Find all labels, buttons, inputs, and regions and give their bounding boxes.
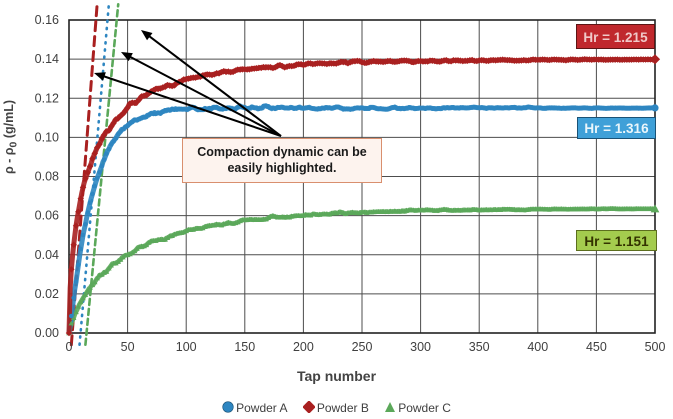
svg-text:100: 100 [176,340,197,354]
svg-text:0.02: 0.02 [35,287,59,301]
svg-text:200: 200 [293,340,314,354]
svg-text:0.10: 0.10 [35,130,59,144]
svg-text:300: 300 [410,340,431,354]
svg-text:0.00: 0.00 [35,326,59,340]
svg-text:0.16: 0.16 [35,13,59,27]
svg-text:500: 500 [645,340,666,354]
svg-text:50: 50 [121,340,135,354]
svg-text:0.12: 0.12 [35,91,59,105]
svg-text:0: 0 [66,340,73,354]
svg-text:400: 400 [527,340,548,354]
svg-text:0.04: 0.04 [35,248,59,262]
svg-text:250: 250 [352,340,373,354]
svg-text:450: 450 [586,340,607,354]
svg-text:0.06: 0.06 [35,209,59,223]
svg-text:350: 350 [469,340,490,354]
svg-text:0.14: 0.14 [35,52,59,66]
svg-text:0.08: 0.08 [35,170,59,184]
svg-text:150: 150 [234,340,255,354]
